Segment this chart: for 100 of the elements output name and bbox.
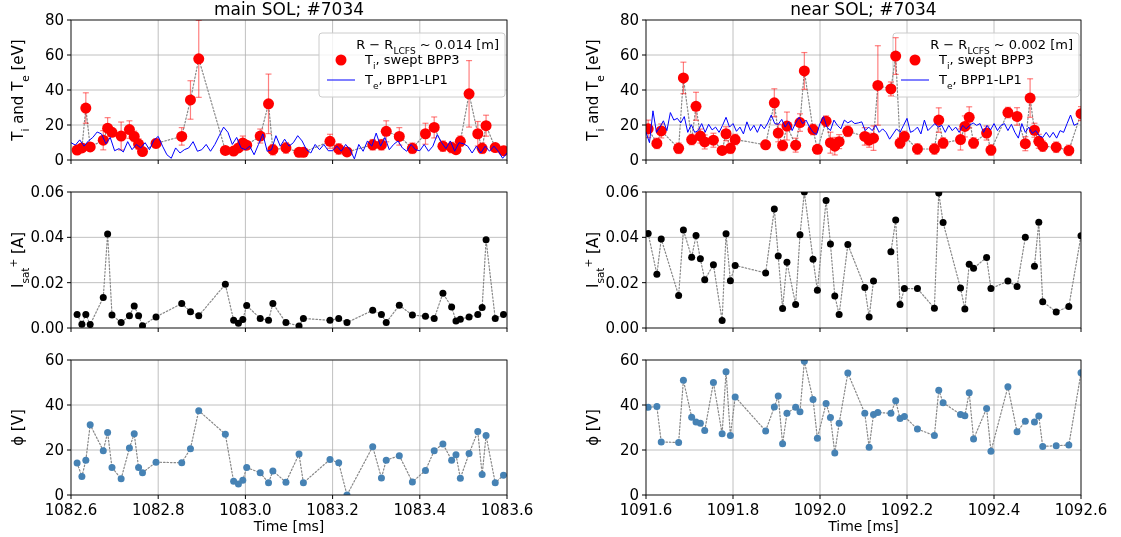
point — [770, 403, 778, 411]
point — [430, 314, 438, 322]
point — [86, 421, 94, 429]
point — [474, 310, 482, 318]
point — [1021, 233, 1029, 241]
y-tick-label: 0.04 — [30, 228, 64, 247]
point — [1004, 383, 1012, 391]
point — [811, 143, 823, 155]
point — [195, 407, 203, 415]
y-tick-label: 0 — [54, 151, 64, 169]
point — [831, 449, 839, 457]
point — [722, 368, 730, 376]
y-tick-label: 60 — [619, 351, 639, 369]
point — [1030, 262, 1038, 270]
point — [692, 232, 700, 240]
point — [263, 98, 275, 110]
point — [731, 393, 739, 401]
point — [104, 230, 112, 238]
point — [809, 255, 817, 263]
point — [874, 408, 882, 416]
point — [221, 280, 229, 288]
point — [243, 302, 251, 310]
point — [500, 310, 507, 318]
point — [865, 313, 873, 321]
point — [491, 479, 499, 487]
point — [657, 235, 665, 243]
point — [796, 231, 804, 239]
point — [675, 439, 683, 447]
point — [887, 248, 895, 256]
point — [256, 469, 264, 477]
x-tick-label: 1092.4 — [967, 501, 1021, 519]
point — [701, 426, 709, 434]
point — [295, 450, 303, 458]
y-tick-label: 60 — [44, 46, 64, 64]
x-tick-label: 1092.6 — [1054, 501, 1108, 519]
point — [393, 130, 405, 142]
point — [139, 322, 146, 328]
y-tick-label: 0.02 — [30, 273, 64, 292]
point — [421, 312, 429, 320]
point — [256, 314, 264, 322]
point — [779, 305, 787, 313]
y-tick-label: 0.00 — [30, 319, 64, 337]
point — [696, 255, 704, 263]
y-tick-label: 40 — [619, 81, 639, 99]
point — [657, 438, 665, 446]
point — [861, 283, 869, 291]
point — [104, 428, 112, 436]
point — [798, 65, 810, 77]
point — [844, 369, 852, 377]
point — [933, 114, 945, 126]
point — [369, 306, 377, 314]
point — [428, 121, 440, 133]
point — [1065, 302, 1073, 310]
point — [768, 97, 780, 109]
point — [983, 254, 991, 262]
x-tick-label: 1092.2 — [880, 501, 934, 519]
y-tick-label: 0.00 — [605, 319, 639, 337]
point — [234, 319, 242, 327]
y-tick-label: 20 — [44, 441, 64, 459]
y-tick-label: 0 — [54, 486, 64, 504]
point — [688, 253, 696, 261]
point — [762, 269, 770, 277]
point — [108, 311, 116, 319]
point — [783, 409, 791, 417]
point — [1052, 442, 1060, 450]
point — [108, 464, 116, 472]
point — [343, 319, 351, 327]
point — [653, 403, 661, 411]
point — [939, 399, 947, 407]
point — [472, 128, 484, 140]
y-tick-label: 80 — [44, 11, 64, 29]
point — [382, 319, 390, 327]
point — [335, 459, 343, 467]
point — [970, 435, 978, 443]
point — [1024, 92, 1036, 104]
y-tick-label: 0.06 — [605, 183, 639, 201]
x-tick-label: 1082.8 — [131, 501, 185, 519]
point — [677, 72, 689, 84]
point — [1021, 417, 1029, 425]
point — [1004, 277, 1012, 285]
point — [913, 425, 921, 433]
point — [474, 428, 482, 436]
point — [783, 258, 791, 266]
point — [269, 467, 277, 475]
point — [792, 403, 800, 411]
legend-label: T$_{e}$, BPP1-LP1 — [364, 72, 448, 91]
y-tick-label: 40 — [44, 81, 64, 99]
point — [718, 430, 726, 438]
point — [195, 312, 203, 320]
point — [957, 284, 965, 292]
y-tick-label: 60 — [619, 46, 639, 64]
point — [762, 427, 770, 435]
point — [1035, 412, 1043, 420]
point — [452, 451, 460, 459]
point — [439, 440, 447, 448]
point — [326, 316, 334, 324]
point — [826, 413, 834, 421]
point — [890, 50, 902, 62]
point — [135, 464, 143, 472]
point — [73, 459, 81, 467]
